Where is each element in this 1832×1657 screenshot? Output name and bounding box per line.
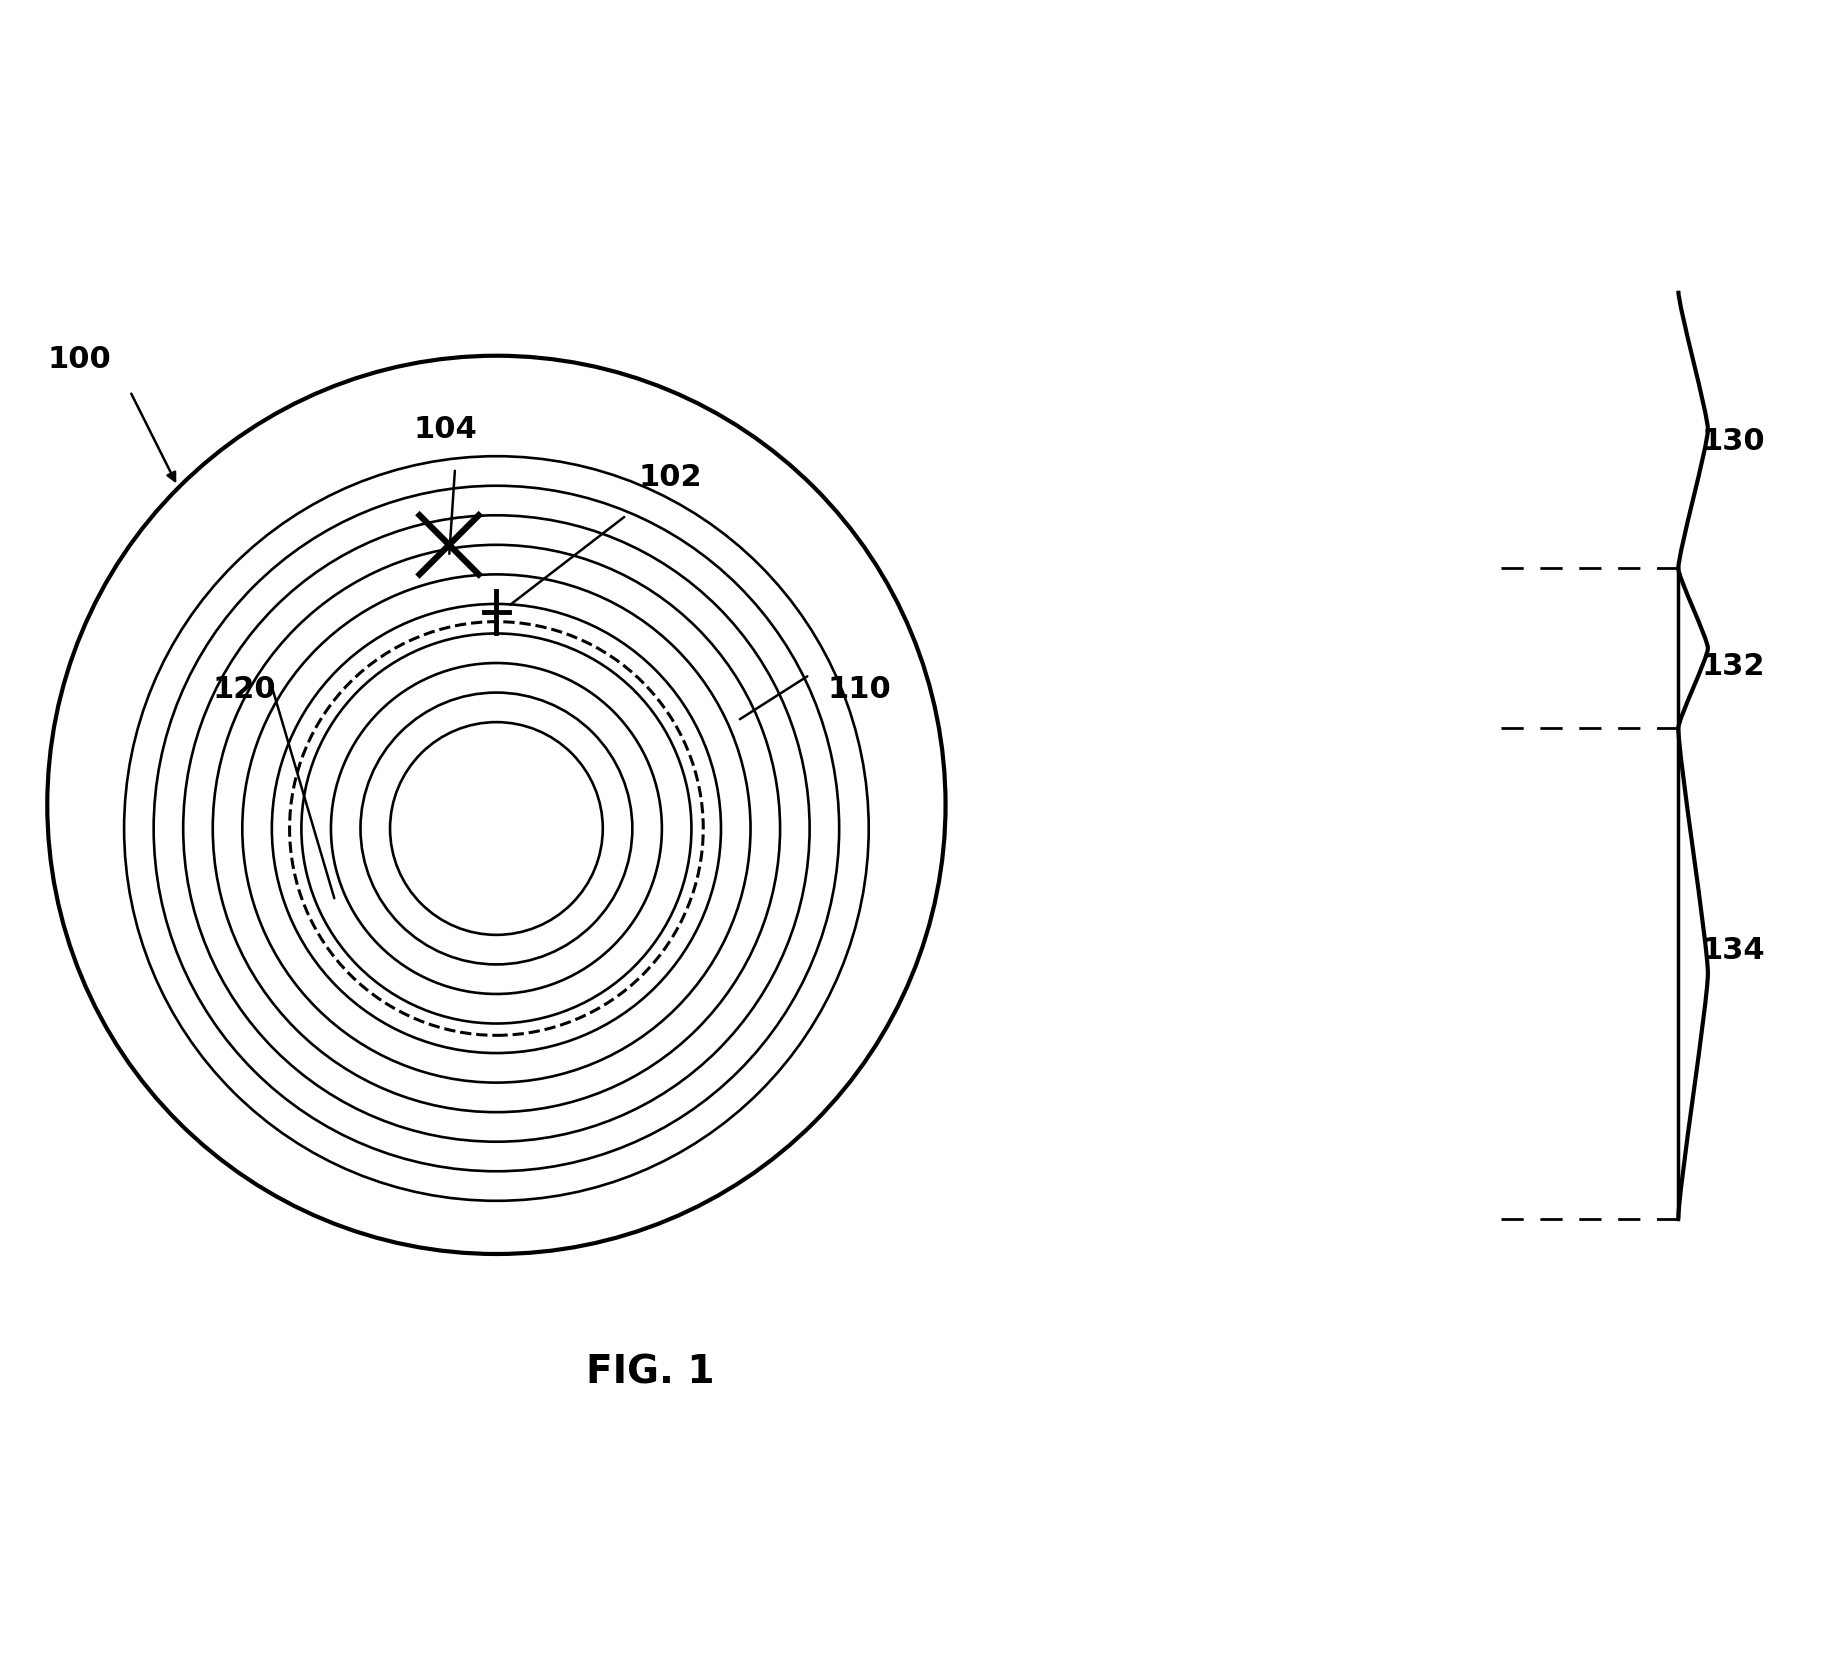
Text: 120: 120 [213,676,277,704]
Text: 132: 132 [1702,651,1766,681]
Text: 100: 100 [48,345,112,373]
Text: FIG. 1: FIG. 1 [586,1354,714,1392]
Text: 134: 134 [1702,936,1766,964]
Text: 102: 102 [638,462,702,492]
Text: 130: 130 [1702,428,1766,456]
Text: 110: 110 [828,676,890,704]
Text: 104: 104 [414,416,478,444]
